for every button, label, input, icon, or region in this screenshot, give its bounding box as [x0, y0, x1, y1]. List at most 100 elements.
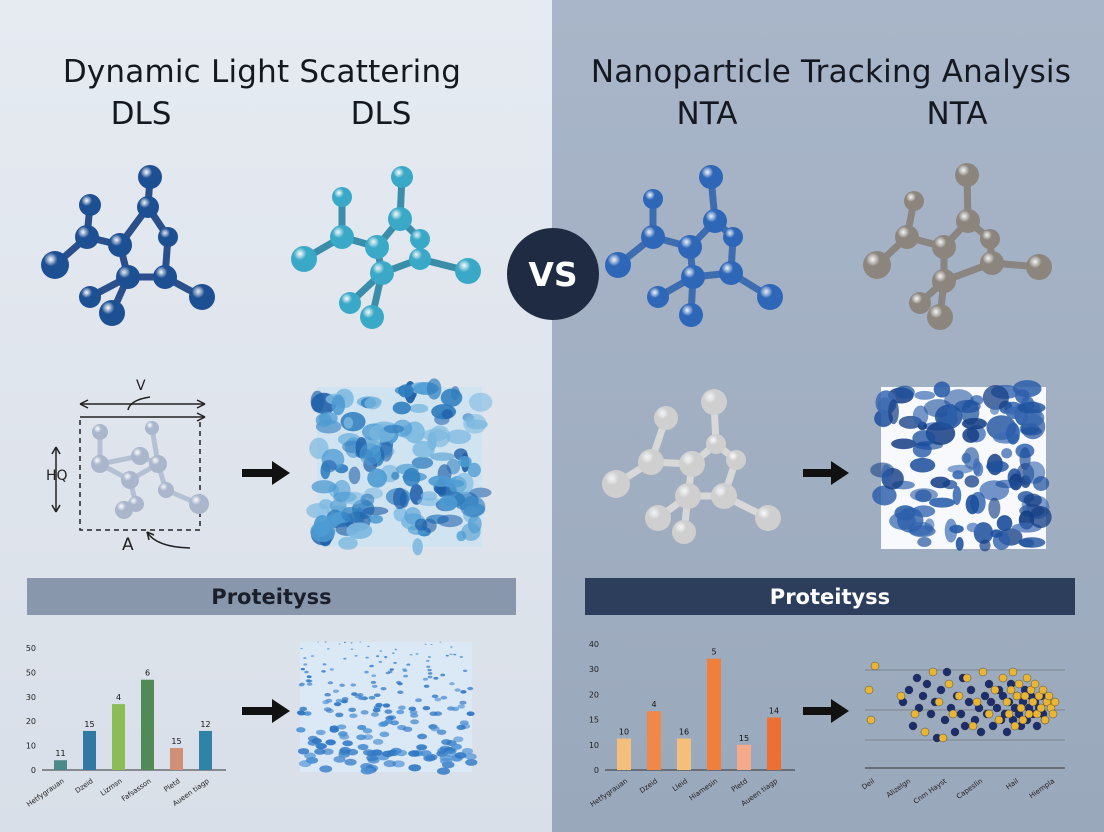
atom	[189, 284, 215, 310]
atom	[92, 424, 108, 440]
arrow-right-icon	[803, 699, 849, 723]
texture-blob	[360, 710, 369, 715]
texture-blob	[990, 406, 1000, 415]
texture-blob	[469, 487, 492, 498]
texture-blob	[310, 655, 314, 657]
bar	[677, 738, 691, 770]
texture-blob	[888, 399, 899, 425]
bar-value-label: 6	[145, 669, 150, 678]
atom	[410, 229, 430, 249]
texture-blob	[342, 740, 353, 747]
texture-blob	[417, 497, 442, 507]
texture-blob	[961, 452, 972, 464]
scatter-point	[960, 721, 970, 731]
dls-abbr-right: DLS	[350, 96, 412, 132]
texture-blob	[962, 427, 980, 443]
atom	[158, 482, 174, 498]
texture-blob	[329, 727, 339, 733]
dls-title: Dynamic Light Scattering	[62, 54, 462, 90]
texture-blob	[331, 394, 346, 416]
scatter-point	[956, 709, 966, 719]
texture-blob	[358, 696, 365, 701]
texture-blob	[306, 503, 330, 519]
texture-blob	[1001, 448, 1013, 459]
scatter-point	[936, 685, 946, 695]
atom	[1026, 254, 1052, 280]
scatter-point	[984, 709, 994, 719]
nta-scatter-chart: Deil Alizelgn Cnm Hayst Capeslin Hail Hiempla	[860, 661, 1065, 806]
texture-blob	[402, 468, 421, 487]
texture-blob	[457, 704, 466, 709]
atom	[672, 520, 696, 544]
scatter-point	[944, 679, 954, 689]
atom	[360, 305, 384, 329]
texture-blob	[306, 675, 312, 679]
texture-blob	[387, 670, 393, 674]
atom	[79, 194, 101, 216]
scatter-point	[1032, 709, 1042, 719]
texture-blob	[444, 750, 457, 758]
atom	[79, 286, 101, 308]
texture-blob	[339, 746, 351, 754]
texture-blob	[912, 405, 929, 426]
texture-blob	[929, 497, 956, 508]
texture-blob	[317, 641, 320, 643]
texture-blob	[454, 752, 467, 759]
atom	[980, 229, 1000, 249]
atom	[895, 225, 919, 249]
scatter-point	[1026, 685, 1036, 695]
texture-blob	[422, 428, 449, 442]
scatter-point	[1002, 697, 1012, 707]
texture-blob	[364, 397, 381, 410]
texture-blob	[422, 705, 431, 711]
atom	[909, 292, 931, 314]
texture-blob	[337, 724, 347, 730]
atom	[121, 471, 139, 489]
atom	[388, 207, 412, 231]
texture-blob	[370, 680, 377, 684]
texture-blob	[343, 641, 346, 644]
scatter-point	[1048, 709, 1058, 719]
texture-blob	[429, 452, 456, 461]
texture-blob	[427, 656, 432, 658]
scatter-point	[914, 703, 924, 713]
texture-blob	[326, 648, 330, 650]
texture-blob	[367, 468, 387, 488]
scatter-point	[912, 673, 922, 683]
texture-blob	[321, 670, 326, 673]
texture-blob	[954, 399, 981, 414]
texture-blob	[908, 521, 934, 536]
texture-blob	[359, 641, 362, 643]
texture-blob	[416, 744, 428, 751]
texture-blob	[359, 443, 382, 466]
texture-blob	[1029, 506, 1052, 529]
atom	[131, 447, 149, 465]
texture-blob	[445, 654, 449, 657]
atom	[706, 434, 726, 454]
atom	[932, 269, 956, 293]
atom	[723, 227, 743, 247]
texture-blob	[415, 653, 419, 655]
atom	[291, 246, 317, 272]
texture-blob	[988, 497, 1001, 519]
texture-blob	[380, 440, 393, 462]
scatter-point	[1036, 703, 1046, 713]
texture-blob	[946, 404, 958, 426]
texture-blob	[458, 455, 472, 468]
texture-blob	[313, 514, 331, 537]
scatter-point	[1050, 697, 1060, 707]
atom	[605, 252, 631, 278]
texture-blob	[344, 758, 357, 766]
texture-blob	[423, 684, 430, 688]
nta-micrograph-image	[870, 380, 1052, 552]
scatter-point	[926, 709, 936, 719]
atom	[370, 261, 394, 285]
texture-blob	[972, 458, 981, 476]
x-tick-label: Hiamesin	[688, 777, 719, 802]
texture-blob	[333, 479, 351, 502]
texture-blob	[362, 734, 374, 740]
x-tick-label: Cnm Hayst	[912, 777, 948, 806]
x-tick-label: Capeslin	[955, 777, 984, 801]
texture-blob	[332, 689, 340, 693]
texture-blob	[917, 537, 932, 547]
